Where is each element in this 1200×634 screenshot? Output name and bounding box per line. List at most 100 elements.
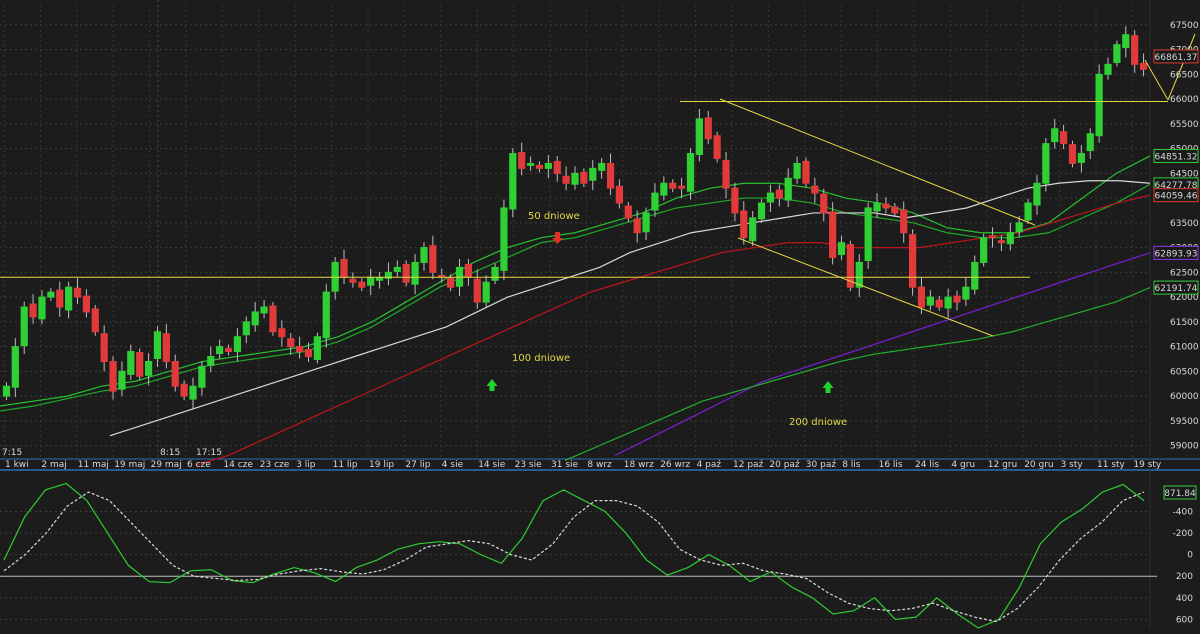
candle (855, 254, 863, 298)
value-box: 64851.32 (1153, 148, 1199, 163)
candle-up (322, 291, 330, 339)
candle-up (127, 351, 135, 375)
candle-down (722, 159, 730, 189)
candle-up (420, 247, 428, 263)
value-box: 62191.74 (1153, 280, 1199, 295)
candle-up (189, 385, 197, 400)
candle-down (615, 185, 624, 204)
value-box-label: 64851.32 (1155, 152, 1198, 162)
value-box-frame (1153, 148, 1199, 163)
oscillator-axis: 600 400 200 0 -200 -400 (1173, 507, 1194, 625)
candle (171, 354, 179, 392)
candle (1095, 64, 1103, 143)
candle (749, 210, 757, 247)
candle-up (926, 296, 934, 306)
candle-down (677, 185, 686, 189)
candle-up (491, 266, 499, 281)
candle (980, 233, 988, 267)
candle (20, 301, 28, 355)
candle-up (207, 356, 215, 366)
ma-line-2 (0, 183, 1151, 412)
candle-down (358, 281, 366, 288)
candle-down (713, 135, 721, 159)
candle (11, 338, 19, 398)
candle-down (295, 346, 304, 353)
trendlines (0, 33, 1196, 337)
candle (260, 300, 268, 319)
price-tick-label: 61000 (1170, 343, 1199, 353)
date-tick-label: 11 maj (78, 460, 109, 470)
candle-down (580, 171, 588, 184)
candle (65, 281, 73, 319)
value-box-frame (1163, 485, 1197, 500)
candle (971, 255, 979, 295)
time-label: 7:15 (2, 448, 22, 458)
candle-down (820, 193, 828, 214)
lower-channel-line (737, 237, 994, 337)
candle (535, 161, 544, 173)
candle-up (153, 331, 162, 359)
candle-down (846, 244, 855, 288)
price-tick-label: 59500 (1170, 417, 1199, 427)
candle (926, 290, 934, 311)
candle (624, 202, 632, 222)
candle-up (216, 346, 224, 355)
candle-up (384, 271, 393, 279)
candle-up (855, 261, 863, 288)
candle-down (429, 245, 437, 273)
candle (91, 305, 99, 336)
candle-up (971, 261, 979, 290)
date-tick-label: 20 paź (769, 460, 800, 470)
candle (38, 290, 46, 325)
candle (393, 260, 401, 277)
candle (500, 199, 508, 281)
value-box-label: 62191.74 (1155, 284, 1198, 294)
candle (1122, 26, 1130, 58)
candle (322, 283, 330, 348)
candle (962, 277, 970, 307)
candle-up (1113, 44, 1121, 63)
candle (1077, 145, 1085, 173)
candle (313, 332, 321, 364)
candle (136, 348, 144, 381)
candle-down (287, 338, 295, 348)
candle-up (367, 276, 375, 286)
date-tick-label: 30 paź (806, 460, 837, 470)
value-box: 66861.37 (1153, 49, 1199, 64)
candle-up (260, 306, 268, 314)
candle (1104, 57, 1112, 80)
candle-down (278, 328, 286, 338)
candle-up (864, 207, 872, 261)
candle (473, 269, 481, 309)
candle (482, 275, 490, 308)
candle (944, 288, 952, 318)
oscillator-tick-label: -200 (1173, 529, 1194, 539)
candle (198, 360, 206, 396)
breakout-line (1167, 33, 1196, 101)
candle-up (313, 336, 321, 360)
candle-up (749, 217, 757, 242)
date-tick-label: 4 paź (697, 460, 722, 470)
candle-down (775, 189, 783, 199)
price-tick-label: 62500 (1170, 268, 1199, 278)
candle (695, 108, 703, 162)
candle-up (482, 281, 490, 303)
candle (1024, 199, 1032, 224)
candle-up (526, 162, 535, 166)
date-tick-label: 23 cze (260, 460, 290, 470)
candle-up (944, 296, 952, 309)
oscillator-tick-label: -400 (1173, 507, 1194, 517)
candle (1139, 53, 1148, 77)
candle (615, 179, 624, 209)
oscillator-tick-label: 0 (1187, 551, 1193, 561)
candle (775, 184, 783, 207)
candle-down (82, 295, 91, 313)
candle-down (1068, 144, 1077, 164)
date-tick-label: 12 paź (733, 460, 764, 470)
candle (837, 235, 846, 260)
candle (740, 201, 748, 245)
candle (509, 148, 517, 218)
candle (233, 328, 242, 362)
